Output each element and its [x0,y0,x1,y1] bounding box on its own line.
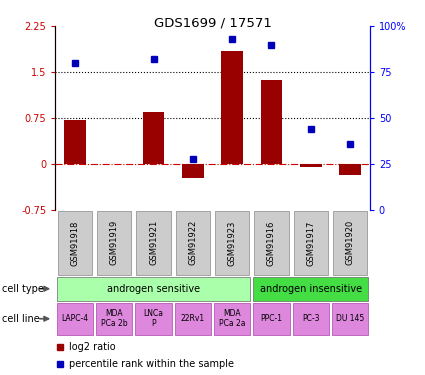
Text: GSM91918: GSM91918 [71,220,79,266]
Bar [253,303,289,334]
Bar [182,164,204,177]
Bar [293,303,329,334]
Bar [175,303,211,334]
Bar [58,211,92,275]
Text: LAPC-4: LAPC-4 [61,314,88,323]
Text: percentile rank within the sample: percentile rank within the sample [69,359,235,369]
Bar [143,112,164,164]
Bar [254,211,289,275]
Bar [136,303,172,334]
Text: cell line: cell line [2,314,40,324]
Bar [214,303,250,334]
Bar [57,277,250,301]
Text: GSM91922: GSM91922 [188,220,197,266]
Bar [333,211,367,275]
Text: log2 ratio: log2 ratio [69,342,116,352]
Text: GSM91917: GSM91917 [306,220,315,266]
Bar [332,303,368,334]
Bar [300,164,322,167]
Text: 22Rv1: 22Rv1 [181,314,205,323]
Text: androgen sensitive: androgen sensitive [107,284,200,294]
Text: GSM91919: GSM91919 [110,220,119,266]
Bar [339,164,361,175]
Text: GSM91916: GSM91916 [267,220,276,266]
Text: GDS1699 / 17571: GDS1699 / 17571 [153,17,272,30]
Bar [261,80,282,164]
Text: GSM91921: GSM91921 [149,220,158,266]
Text: DU 145: DU 145 [336,314,364,323]
Bar [176,211,210,275]
Text: MDA
PCa 2b: MDA PCa 2b [101,309,128,328]
Bar [221,51,243,164]
Text: MDA
PCa 2a: MDA PCa 2a [219,309,245,328]
Bar [64,120,86,164]
Bar [97,211,131,275]
Bar [136,211,171,275]
Text: androgen insensitive: androgen insensitive [260,284,362,294]
Text: GSM91920: GSM91920 [346,220,354,266]
Bar [253,277,368,301]
Bar [96,303,132,334]
Text: cell type: cell type [2,284,44,294]
Text: LNCa
P: LNCa P [144,309,164,328]
Bar [294,211,328,275]
Text: GSM91923: GSM91923 [228,220,237,266]
Bar [215,211,249,275]
Text: PPC-1: PPC-1 [261,314,283,323]
Text: PC-3: PC-3 [302,314,320,323]
Bar [57,303,93,334]
